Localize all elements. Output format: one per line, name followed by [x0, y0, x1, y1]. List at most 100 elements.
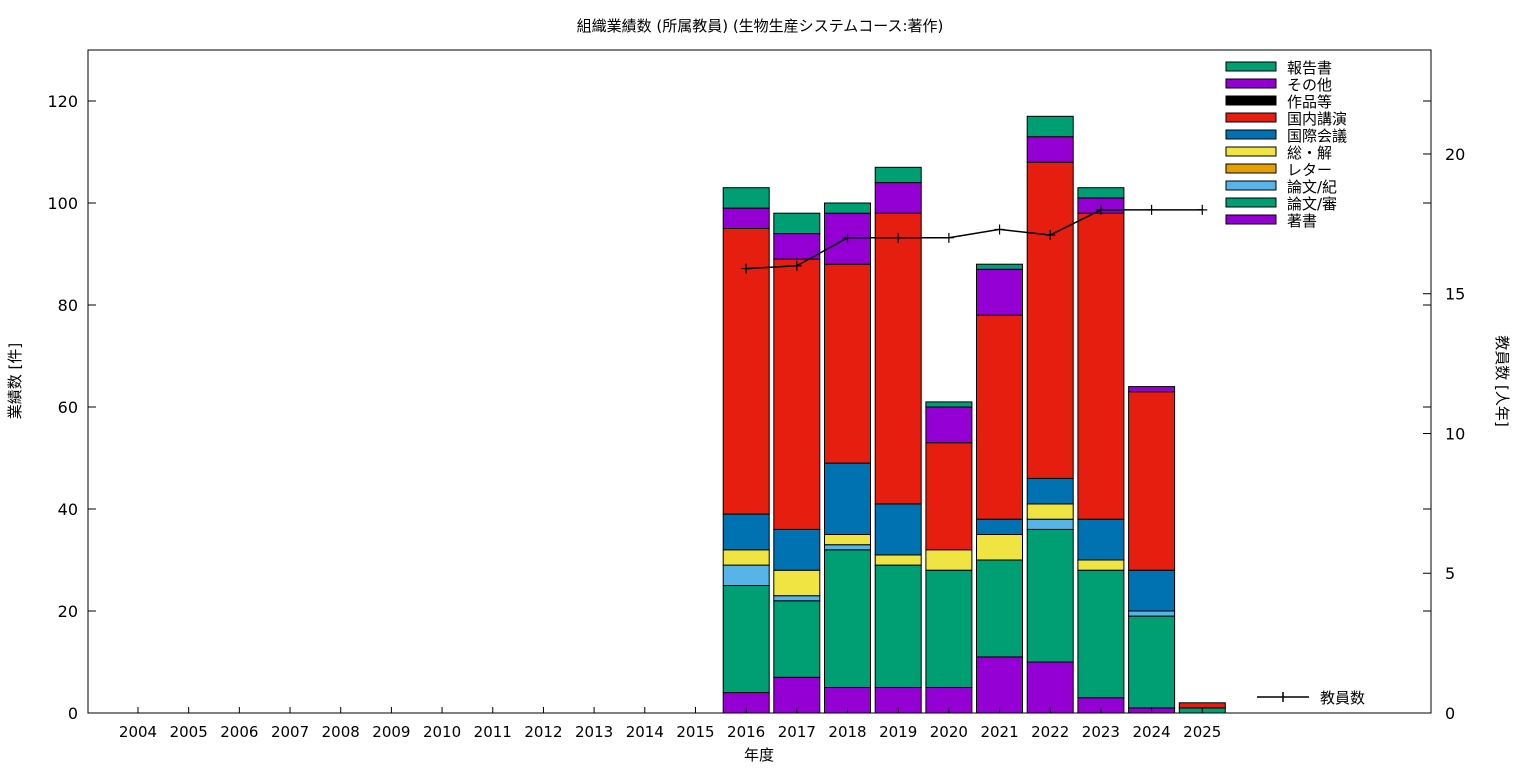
point-教員数-2021 — [994, 224, 1005, 235]
x-tick-label-2004: 2004 — [119, 723, 157, 741]
legend-label-論文/審: 論文/審 — [1287, 195, 1337, 213]
bar-2016-総・解 — [722, 549, 770, 566]
x-tick-label-2014: 2014 — [626, 723, 664, 741]
bar-2022-総・解 — [1026, 503, 1074, 520]
legend-swatch-論文/審 — [1225, 197, 1277, 208]
y2-tick-label-20: 20 — [1445, 145, 1465, 164]
y-tick-label-60: 60 — [58, 398, 78, 417]
x-tick-label-2025: 2025 — [1183, 723, 1221, 741]
point-教員数-2016 — [741, 263, 752, 274]
point-教員数-2024 — [1146, 204, 1157, 215]
x-tick-label-2011: 2011 — [474, 723, 512, 741]
x-tick-label-2017: 2017 — [778, 723, 816, 741]
x-tick-label-2019: 2019 — [879, 723, 917, 741]
legend-label-その他: その他 — [1287, 76, 1332, 94]
bar-2024-その他 — [1128, 386, 1176, 393]
bar-2020-報告書 — [925, 401, 973, 408]
point-教員数-2022 — [1045, 230, 1056, 241]
bar-2017-その他 — [773, 233, 821, 260]
x-tick-label-2008: 2008 — [322, 723, 360, 741]
y-tick-label-80: 80 — [58, 296, 78, 315]
legend-swatch-国内講演 — [1225, 112, 1277, 123]
y-tick-label-20: 20 — [58, 602, 78, 621]
legend-label-総・解: 総・解 — [1287, 144, 1332, 162]
point-教員数-2018 — [842, 232, 853, 243]
bar-2022-論文/紀 — [1026, 518, 1074, 530]
y2-tick-label-15: 15 — [1445, 285, 1465, 304]
bar-2024-国内講演 — [1128, 391, 1176, 571]
point-教員数-2025 — [1197, 204, 1208, 215]
legend-swatch-その他 — [1225, 78, 1277, 89]
bar-2024-論文/紀 — [1128, 610, 1176, 617]
legend-label-報告書: 報告書 — [1287, 59, 1332, 77]
legend-swatch-レター — [1225, 163, 1277, 174]
point-教員数-2019 — [893, 232, 904, 243]
bar-2018-総・解 — [824, 534, 871, 546]
x-tick-label-2024: 2024 — [1132, 723, 1170, 741]
bar-2021-報告書 — [976, 263, 1023, 270]
bar-2017-論文/審 — [773, 600, 821, 678]
y2-axis-label: 教員数 [人年] — [1493, 335, 1511, 426]
y2-tick-label-0: 0 — [1445, 704, 1455, 723]
x-tick-label-2005: 2005 — [170, 723, 208, 741]
x-tick-label-2013: 2013 — [575, 723, 613, 741]
legend-swatch-国際会議 — [1225, 129, 1277, 140]
bar-2022-国際会議 — [1026, 477, 1074, 505]
bar-2016-国際会議 — [722, 513, 770, 551]
bar-2019-論文/審 — [874, 564, 922, 688]
legend-swatch-論文/紀 — [1225, 180, 1277, 191]
x-tick-label-2018: 2018 — [828, 723, 866, 741]
legend-label-レター: レター — [1287, 161, 1332, 179]
bar-2019-その他 — [874, 182, 922, 214]
bar-2016-論文/紀 — [722, 564, 770, 586]
x-tick-label-2007: 2007 — [271, 723, 309, 741]
bar-2022-報告書 — [1026, 115, 1074, 138]
y-tick-label-100: 100 — [47, 194, 78, 213]
legend-swatch-著書 — [1225, 214, 1277, 225]
x-tick-label-2021: 2021 — [980, 723, 1018, 741]
bar-2024-国際会議 — [1128, 569, 1176, 612]
bar-2018-報告書 — [824, 202, 871, 214]
bar-2020-国内講演 — [925, 442, 973, 551]
bar-2017-国際会議 — [773, 528, 821, 571]
bar-2022-その他 — [1026, 136, 1074, 163]
bar-2018-論文/紀 — [824, 544, 871, 551]
bar-2020-総・解 — [925, 549, 973, 571]
legend-swatch-教員数 — [1257, 692, 1309, 702]
bar-2019-国際会議 — [874, 503, 922, 556]
point-教員数-2017 — [791, 260, 802, 271]
line-教員数 — [746, 209, 1203, 270]
axes: 0 20 40 60 80 100 120 0 5 10 15 20 2004 2005 2006 2007 2… — [47, 92, 1465, 741]
bar-2020-その他 — [925, 406, 973, 444]
plot-frame — [87, 49, 1432, 714]
legend-label-作品等: 作品等 — [1287, 93, 1332, 111]
bar-2023-論文/審 — [1077, 569, 1125, 699]
bar-2020-論文/審 — [925, 569, 973, 689]
chart-title: 組織業績数 (所属教員) (生物生産システムコース:著作) — [577, 17, 944, 35]
x-tick-label-2015: 2015 — [676, 723, 714, 741]
bar-2019-報告書 — [874, 166, 922, 184]
point-教員数-2020 — [943, 232, 954, 243]
x-tick-label-2016: 2016 — [727, 723, 765, 741]
legend-label-教員数: 教員数 — [1320, 689, 1365, 707]
bar-2021-国内講演 — [976, 314, 1023, 520]
plot-area — [722, 115, 1226, 714]
bar-2018-国際会議 — [824, 462, 871, 536]
bar-2023-報告書 — [1077, 187, 1125, 199]
bar-2016-報告書 — [722, 187, 770, 209]
bar-2019-国内講演 — [874, 212, 922, 505]
bar-2023-総・解 — [1077, 559, 1125, 571]
bar-2017-報告書 — [773, 212, 821, 235]
point-教員数-2023 — [1095, 204, 1106, 215]
y-tick-label-40: 40 — [58, 500, 78, 519]
x-axis-label: 年度 — [744, 746, 774, 764]
bar-2022-著書 — [1026, 661, 1074, 714]
legend-label-国内講演: 国内講演 — [1287, 110, 1347, 128]
y-axis-label: 業績数 [件] — [6, 343, 24, 419]
bar-2021-国際会議 — [976, 518, 1023, 536]
bar-2023-国際会議 — [1077, 518, 1125, 561]
legend-swatch-作品等 — [1225, 95, 1277, 106]
x-tick-label-2022: 2022 — [1031, 723, 1069, 741]
